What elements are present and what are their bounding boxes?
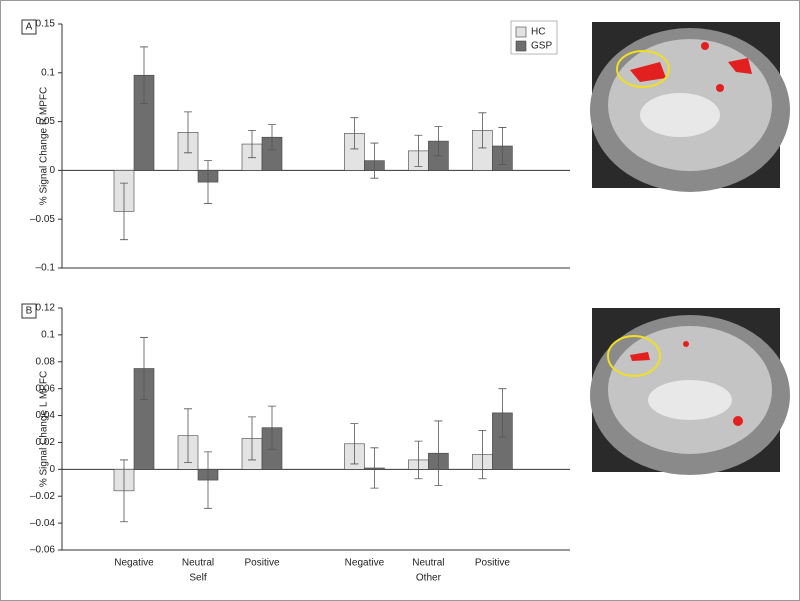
y-tick-label: 0 [49, 464, 55, 475]
x-tick-label: Neutral [412, 558, 444, 569]
error-bar [414, 440, 423, 480]
y-tick-label: –0.02 [30, 491, 55, 502]
y-tick-label: 0 [49, 165, 55, 176]
legend-label: GSP [531, 41, 552, 52]
error-bar [184, 408, 192, 464]
x-tick-label: Negative [345, 558, 385, 569]
x-tick-label: Positive [475, 558, 510, 569]
y-tick-label: –0.04 [30, 518, 55, 529]
error-bar [140, 46, 148, 104]
y-tick-label: –0.05 [30, 214, 55, 225]
panel-label-box [21, 303, 37, 319]
error-bar [268, 124, 276, 151]
x-tick-label: Neutral [182, 558, 214, 569]
error-bar [204, 160, 212, 204]
error-bar [350, 117, 359, 150]
error-bar [370, 142, 379, 179]
error-bar [248, 416, 256, 461]
error-bar [350, 423, 359, 465]
error-bar [478, 112, 487, 149]
error-bar [370, 447, 379, 489]
group-label: Self [189, 573, 206, 584]
error-bar [434, 420, 443, 486]
y-tick-label: –0.06 [30, 545, 55, 556]
brain-image [590, 308, 790, 475]
error-bar [498, 127, 507, 165]
y-tick-label: 0.08 [36, 356, 56, 367]
legend-label: HC [531, 27, 545, 38]
error-bar [120, 182, 128, 241]
error-bar [498, 388, 507, 438]
y-tick-label: 0.05 [36, 116, 56, 127]
error-bar [268, 405, 276, 450]
y-tick-label: –0.1 [36, 263, 56, 274]
panel-label: B [26, 306, 33, 317]
error-bar [434, 126, 443, 157]
y-tick-label: 0.04 [36, 410, 56, 421]
error-bar [248, 129, 256, 159]
y-tick-label: 0.06 [36, 383, 56, 394]
y-tick-label: 0.1 [41, 330, 55, 341]
error-bar [140, 337, 148, 400]
error-bar [184, 111, 192, 154]
legend-swatch [515, 26, 527, 38]
group-label: Other [416, 573, 442, 584]
y-tick-label: 0.02 [36, 437, 56, 448]
y-tick-label: 0.12 [36, 303, 56, 314]
error-bar [414, 134, 423, 167]
error-bar [120, 459, 128, 523]
x-tick-label: Positive [244, 558, 279, 569]
x-tick-label: Negative [114, 558, 154, 569]
panel-label: A [26, 22, 33, 33]
y-tick-label: 0.1 [41, 67, 55, 78]
legend-box [510, 20, 558, 55]
y-axis-label: % Signal Change R MPFC [39, 87, 50, 205]
panel-label-box [21, 19, 37, 35]
brain-image [590, 22, 790, 192]
legend-swatch [515, 40, 527, 52]
y-tick-label: 0.15 [36, 19, 56, 30]
error-bar [204, 451, 212, 509]
error-bar [478, 429, 487, 480]
y-axis-label: % Signal Change L MPFC [39, 371, 50, 487]
